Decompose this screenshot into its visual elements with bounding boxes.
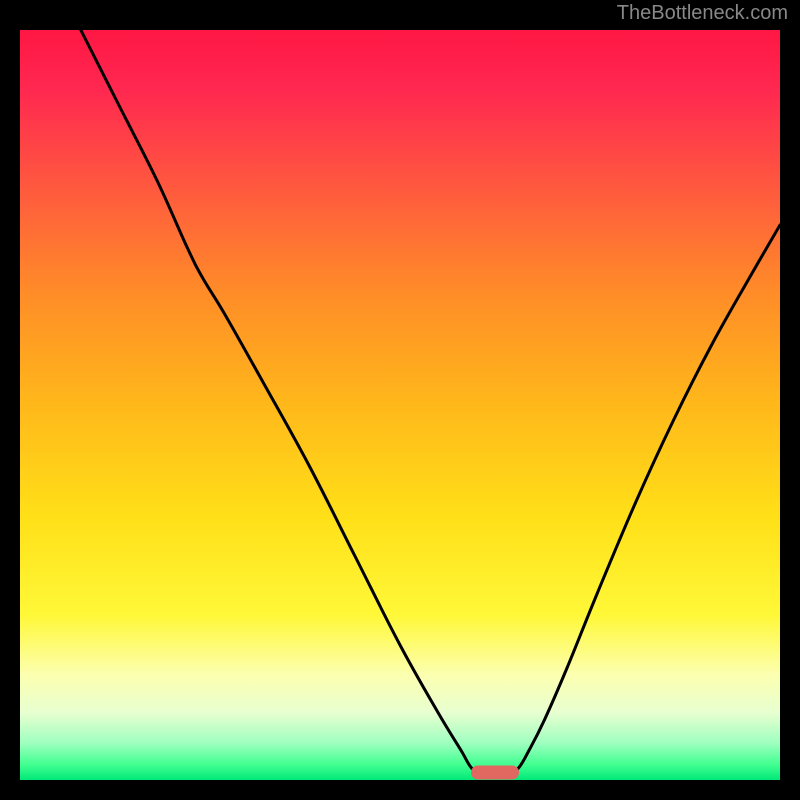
chart-plot-area [20,30,780,780]
optimal-marker [471,766,519,780]
chart-gradient-bg [20,30,780,780]
chart-svg [20,30,780,780]
watermark-text: TheBottleneck.com [617,2,788,25]
